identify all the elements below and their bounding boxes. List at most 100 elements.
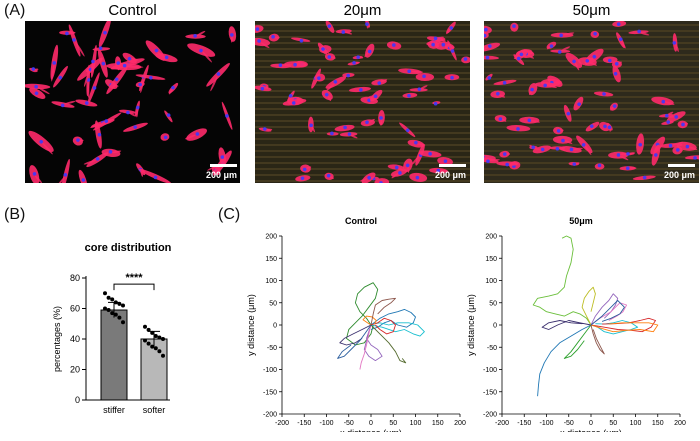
cell-protrusion xyxy=(117,63,120,71)
cell-nucleus xyxy=(135,105,140,110)
cell-nucleus xyxy=(589,124,594,128)
y-tick-label: 40 xyxy=(70,334,80,344)
cell xyxy=(135,81,145,88)
cell-nucleus xyxy=(352,61,356,65)
cell xyxy=(218,147,226,166)
cell xyxy=(573,96,584,111)
cell xyxy=(325,21,335,33)
cell xyxy=(409,172,428,182)
cell-protrusion xyxy=(501,118,507,122)
cell-protrusion xyxy=(34,175,42,183)
cell xyxy=(314,73,326,82)
cell-nucleus xyxy=(577,102,581,107)
cell xyxy=(484,42,501,53)
cell xyxy=(339,132,358,139)
x-tick-label: softer xyxy=(143,405,166,415)
cell-nucleus xyxy=(333,80,338,84)
pattern-stripe xyxy=(255,168,470,170)
cell-nucleus xyxy=(309,123,313,128)
cell xyxy=(282,98,307,106)
cell-nucleus xyxy=(327,55,332,59)
bar-chart-title: core distribution xyxy=(85,242,172,254)
x-tick-label: 150 xyxy=(652,420,664,427)
cell xyxy=(677,120,689,129)
cell-nucleus xyxy=(98,46,103,50)
data-point xyxy=(106,295,111,300)
cell xyxy=(342,72,355,78)
cell xyxy=(324,172,334,181)
cell-track-3 xyxy=(590,320,639,335)
cell xyxy=(185,30,206,39)
y-axis-label: percentages (%) xyxy=(52,306,62,372)
cell-nucleus xyxy=(555,146,560,151)
cell xyxy=(347,61,361,66)
micrograph-20um xyxy=(255,21,470,183)
y-tick-label: -200 xyxy=(483,412,497,419)
cell-nucleus xyxy=(685,144,690,149)
cell xyxy=(490,90,506,98)
cell xyxy=(90,44,97,78)
cell-nucleus xyxy=(433,36,438,41)
cell-nucleus xyxy=(163,135,168,140)
cell-protrusion xyxy=(407,165,410,173)
cell-protrusion xyxy=(530,119,541,123)
cell xyxy=(98,21,111,48)
cell-protrusion xyxy=(620,40,626,49)
cell-protrusion xyxy=(67,31,76,34)
data-point xyxy=(161,353,165,358)
cell xyxy=(360,118,375,127)
cell xyxy=(493,79,517,86)
cell-nucleus xyxy=(602,92,606,96)
cell xyxy=(685,155,699,162)
cell xyxy=(326,131,339,136)
cell-nucleus xyxy=(603,124,607,129)
cell xyxy=(51,100,76,108)
y-tick-label: 0 xyxy=(273,323,277,330)
cell-nucleus xyxy=(516,56,521,61)
data-point xyxy=(150,330,155,335)
cell xyxy=(29,87,46,99)
pattern-stripe xyxy=(255,126,470,128)
cell-nucleus xyxy=(104,119,109,123)
cell-nucleus xyxy=(556,129,561,133)
cell-track-9 xyxy=(541,320,592,330)
data-point xyxy=(161,337,165,341)
cell-protrusion xyxy=(696,157,699,162)
cell xyxy=(78,169,88,183)
cell-nucleus xyxy=(572,162,577,166)
pattern-stripe xyxy=(484,108,699,110)
cell xyxy=(565,52,583,71)
cell xyxy=(402,92,418,98)
cell-nucleus xyxy=(433,101,438,106)
cell-nucleus xyxy=(626,152,630,156)
cell xyxy=(28,130,54,155)
x-tick-label: -200 xyxy=(495,420,509,427)
y-tick-label: -150 xyxy=(263,389,277,396)
cell-nucleus xyxy=(34,91,39,96)
image-title-control: Control xyxy=(108,2,157,19)
cell-protrusion xyxy=(563,139,573,145)
cell-nucleus xyxy=(661,99,666,104)
cell-protrusion xyxy=(364,51,370,58)
cell-nucleus xyxy=(367,176,371,180)
cell-track-8 xyxy=(563,324,592,359)
cell-nucleus xyxy=(612,104,617,108)
y-tick-label: -100 xyxy=(263,367,277,374)
cell xyxy=(672,33,679,53)
cell xyxy=(407,139,426,148)
cell xyxy=(50,44,59,82)
cell-nucleus xyxy=(63,173,68,177)
cell-nucleus xyxy=(127,56,132,61)
cell xyxy=(106,62,144,71)
data-point xyxy=(117,315,122,320)
cell-nucleus xyxy=(674,115,679,119)
cell-nucleus xyxy=(512,24,516,28)
cell-nucleus xyxy=(164,55,169,60)
cell-protrusion xyxy=(663,101,675,105)
cell-nucleus xyxy=(417,87,422,91)
cell-nucleus xyxy=(484,33,487,38)
cell-track-1 xyxy=(346,282,379,346)
cell-protrusion xyxy=(439,169,449,173)
cell-nucleus xyxy=(153,175,158,180)
cell-nucleus xyxy=(149,75,153,80)
